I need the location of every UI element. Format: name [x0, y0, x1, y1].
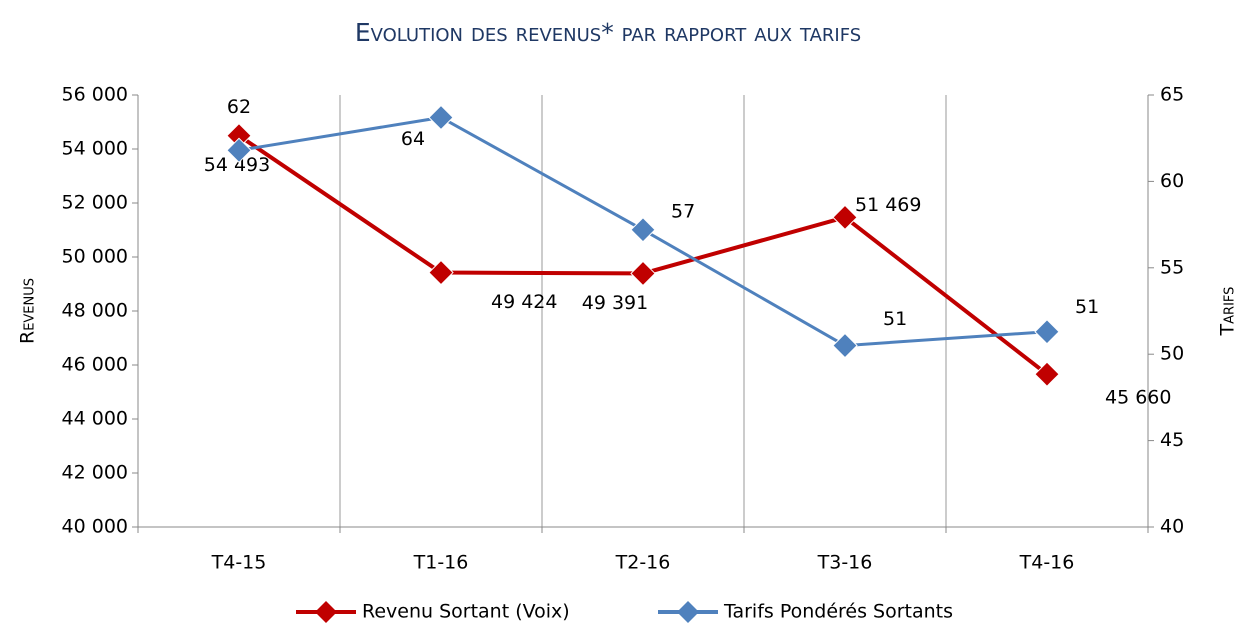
legend-label: Revenu Sortant (Voix)	[362, 601, 570, 623]
y2-tick-label: 55	[1160, 256, 1184, 278]
y-tick-label: 46 000	[62, 354, 128, 376]
marker	[630, 260, 656, 287]
data-label: 57	[671, 200, 695, 222]
y-tick-label: 48 000	[62, 300, 128, 322]
y2-tick-label: 45	[1160, 429, 1184, 451]
chart-title: Evolution des revenus* par rapport aux t…	[355, 18, 861, 47]
y-axis-label: Revenus	[17, 278, 39, 344]
marker	[1034, 319, 1060, 345]
data-label: 54 493	[204, 154, 270, 176]
x-tick-label: T1-16	[413, 552, 469, 574]
marker	[832, 332, 858, 359]
y2-tick-label: 40	[1160, 516, 1184, 538]
data-label: 62	[227, 96, 251, 118]
marker	[832, 204, 858, 231]
marker	[428, 259, 454, 286]
y2-tick-label: 65	[1160, 84, 1184, 106]
legend-marker	[677, 601, 699, 623]
data-label: 49 424	[491, 291, 557, 313]
y-tick-label: 42 000	[62, 462, 128, 484]
marker	[226, 137, 252, 164]
marker	[1034, 361, 1060, 387]
y-tick-label: 54 000	[62, 138, 128, 160]
x-tick-label: T4-15	[211, 552, 267, 574]
data-label: 45 660	[1105, 387, 1171, 409]
y2-tick-label: 50	[1160, 343, 1184, 365]
x-tick-label: T3-16	[817, 552, 873, 574]
y-tick-label: 40 000	[62, 516, 128, 538]
marker	[630, 217, 656, 243]
legend-label: Tarifs Pondérés Sortants	[723, 601, 953, 623]
y-tick-label: 56 000	[62, 84, 128, 106]
x-tick-label: T4-16	[1019, 552, 1075, 574]
data-label: 64	[401, 128, 425, 150]
legend-marker	[315, 601, 337, 623]
y-tick-label: 50 000	[62, 246, 128, 268]
data-label: 51	[1075, 296, 1099, 318]
x-tick-label: T2-16	[615, 552, 671, 574]
y2-axis-label: Tarifs	[1217, 287, 1236, 337]
y2-tick-label: 60	[1160, 170, 1184, 192]
data-label: 49 391	[582, 292, 648, 314]
data-label: 51 469	[855, 194, 921, 216]
series-line	[237, 134, 1049, 376]
marker	[428, 104, 454, 131]
data-label: 51	[883, 308, 907, 330]
y-tick-label: 44 000	[62, 408, 128, 430]
y-tick-label: 52 000	[62, 192, 128, 214]
